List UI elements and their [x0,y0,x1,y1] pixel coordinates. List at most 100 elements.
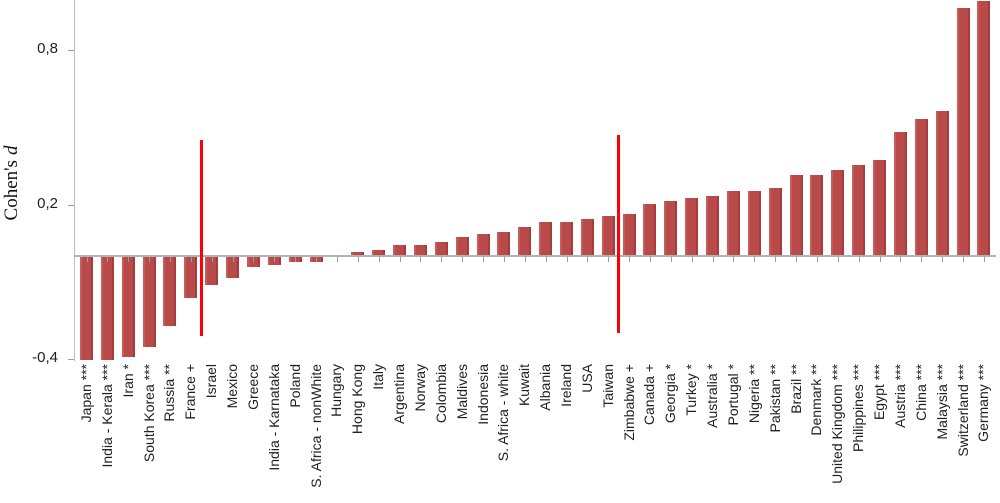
x-tick-ireland [566,257,568,262]
bar-portugal [726,191,740,255]
bar-albania [539,222,553,255]
bar-argentina [393,245,407,255]
x-label-turkey: Turkey * [683,364,700,416]
x-label-philippines: Philippines *** [850,364,867,452]
x-tick-iran [128,257,130,262]
x-tick-switzerland [963,257,965,262]
x-tick-poland [295,257,297,262]
reference-line-2 [617,135,621,334]
bar-japan [80,257,93,360]
x-tick-canada [649,257,651,262]
x-tick-s-africa-nonwhite [316,257,318,262]
bar-indonesia [476,234,490,255]
x-label-israel: Israel [203,364,220,399]
x-tick-hong-kong [357,257,359,262]
bar-s-africa-white [497,232,511,255]
bar-india-kerala [100,257,114,360]
bar-iran [121,257,135,357]
bar-pakistan [768,188,782,255]
x-tick-indonesia [483,257,485,262]
bar-georgia [664,201,678,255]
x-tick-mexico [232,257,234,262]
bar-turkey [685,198,699,255]
x-label-russia: Russia ** [161,364,178,422]
x-label-united-kingdom: United Kingdom *** [829,364,846,484]
x-tick-russia [169,257,171,262]
bar-denmark [810,175,824,255]
x-tick-taiwan [608,257,610,262]
x-tick-australia [712,257,714,262]
x-tick-israel [211,257,213,262]
bar-south-korea [142,257,156,347]
x-label-usa: USA [578,364,595,393]
x-label-hungary: Hungary [328,364,345,417]
y-tick-0-2 [68,204,74,206]
x-label-australia: Australia * [704,364,721,428]
x-tick-philippines [858,257,860,262]
x-label-germany: Germany *** [975,364,992,442]
y-tick-label-0-4: -0,4 [32,348,58,366]
y-axis-title: Cohen'sd [1,113,23,253]
x-label-pakistan: Pakistan ** [766,364,783,433]
x-label-china: China *** [912,364,929,421]
x-tick-usa [587,257,589,262]
y-tick-label-0-2: 0,2 [37,194,58,212]
x-label-maldives: Maldives [453,364,470,420]
bar-taiwan [601,216,615,255]
x-label-mexico: Mexico [224,364,241,409]
x-label-south-korea: South Korea *** [140,364,157,463]
x-label-japan: Japan *** [78,364,94,423]
x-tick-turkey [691,257,693,262]
bar-united-kingdom [831,170,845,255]
bar-philippines [852,165,866,255]
x-tick-zimbabwe [629,257,631,262]
bar-malaysia [935,111,949,255]
x-label-indonesia: Indonesia [474,364,491,425]
x-tick-nigeria [754,257,756,262]
x-label-italy: Italy [370,364,387,390]
x-tick-south-korea [149,257,151,262]
bar-colombia [434,242,448,255]
bar-brazil [789,175,803,255]
x-label-malaysia: Malaysia *** [933,364,950,440]
x-tick-colombia [441,257,443,262]
y-tick-0-8 [68,50,74,52]
x-axis [74,255,996,257]
x-tick-india-kerala [107,257,109,262]
x-tick-india-karnataka [274,257,276,262]
x-tick-italy [378,257,380,262]
bar-norway [413,245,427,255]
bar-switzerland [956,8,970,255]
x-label-austria: Austria *** [891,364,908,428]
x-tick-united-kingdom [837,257,839,262]
x-label-albania: Albania [537,364,554,411]
bar-russia [163,257,177,326]
x-tick-norway [420,257,422,262]
x-label-brazil: Brazil ** [787,364,804,414]
x-label-ireland: Ireland [558,364,574,407]
x-tick-denmark [816,257,818,262]
x-label-portugal: Portugal * [724,364,741,426]
x-label-poland: Poland [286,364,303,408]
x-label-india-kerala: India - Kerala *** [98,364,115,468]
x-tick-s-africa-white [503,257,505,262]
bar-greece [246,257,260,267]
x-tick-georgia [670,257,672,262]
x-tick-hungary [336,257,338,262]
x-tick-france [190,257,192,262]
x-label-kuwait: Kuwait [516,364,533,407]
reference-line-1 [199,140,203,336]
x-label-canada: Canada + [641,364,658,426]
x-tick-germany [983,257,985,262]
bar-ireland [560,222,573,255]
x-tick-pakistan [775,257,777,262]
bar-austria [893,132,907,255]
bar-kuwait [518,227,532,255]
x-tick-maldives [462,257,464,262]
y-tick-0-4 [68,358,74,360]
bar-italy [372,250,386,255]
y-axis [74,0,75,361]
y-tick-label-0-8: 0,8 [37,40,58,58]
x-tick-austria [900,257,902,262]
